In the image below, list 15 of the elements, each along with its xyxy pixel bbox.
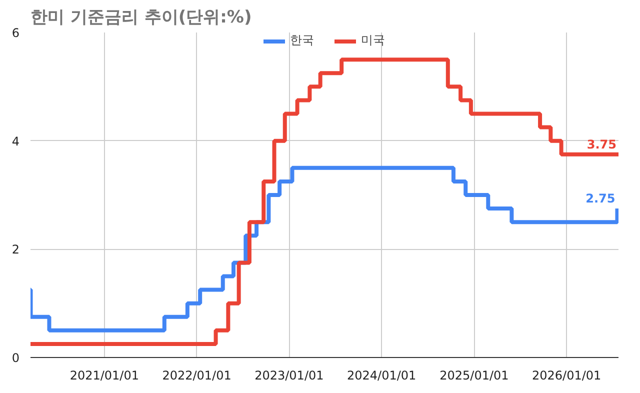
y-tick-label: 0 [12,351,20,365]
x-tick-label: 2026/01/01 [532,368,602,382]
x-tick-label: 2024/01/01 [346,368,416,382]
legend-label: 한국 [290,32,314,49]
y-tick-label: 6 [12,26,20,40]
annotation: 2.75 [586,192,616,206]
y-tick-label: 2 [12,242,20,257]
chart-title: 한미 기준금리 추이(단위:%) [30,8,252,28]
x-tick-label: 2021/01/01 [70,368,139,382]
legend-label: 미국 [361,32,385,49]
x-tick-label: 2025/01/01 [440,368,509,382]
x-tick-label: 2022/01/01 [162,368,232,382]
annotation: 3.75 [586,137,616,152]
x-tick-label: 2023/01/01 [254,368,324,382]
y-tick-label: 4 [12,134,20,148]
